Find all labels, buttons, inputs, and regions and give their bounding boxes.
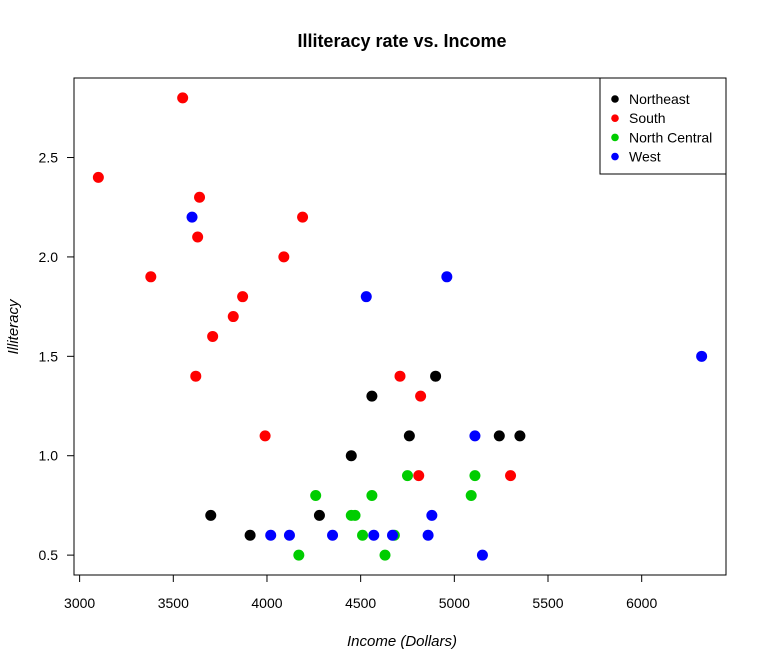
data-points	[92, 92, 708, 561]
point-northeast	[244, 529, 256, 541]
point-south	[92, 171, 104, 183]
point-west	[476, 549, 488, 561]
x-tick-label: 5000	[439, 595, 470, 611]
legend-label-south: South	[629, 110, 666, 126]
point-south	[297, 211, 309, 223]
point-northeast	[345, 450, 357, 462]
y-tick-label: 2.5	[39, 150, 59, 166]
y-tick-label: 1.0	[39, 448, 59, 464]
point-north-central	[357, 529, 369, 541]
legend: Northeast South North Central West	[599, 77, 727, 175]
point-west	[426, 509, 438, 521]
x-axis-title: Income (Dollars)	[347, 633, 457, 650]
y-tick-label: 2.0	[39, 249, 59, 265]
x-tick-label: 3500	[158, 595, 189, 611]
point-south	[505, 470, 517, 482]
x-tick-label: 5500	[532, 595, 563, 611]
point-south	[415, 390, 427, 402]
point-west	[441, 271, 453, 283]
point-north-central	[366, 489, 378, 501]
legend-label-west: West	[629, 149, 661, 165]
point-north-central	[310, 489, 322, 501]
x-tick-label: 6000	[626, 595, 657, 611]
point-west	[327, 529, 339, 541]
legend-label-northeast: Northeast	[629, 91, 690, 107]
legend-marker-west	[611, 152, 619, 161]
point-north-central	[465, 489, 477, 501]
x-axis: 3000 3500 4000 4500 5000 5500 6000	[64, 574, 657, 611]
point-north-central	[401, 470, 413, 482]
point-northeast	[313, 509, 325, 521]
x-tick-label: 4500	[345, 595, 376, 611]
point-north-central	[469, 470, 481, 482]
y-axis-title: Illiteracy	[5, 298, 22, 355]
legend-marker-north-central	[611, 133, 619, 142]
point-south	[194, 191, 206, 203]
point-west	[368, 529, 380, 541]
y-tick-label: 1.5	[39, 348, 59, 364]
point-north-central	[349, 509, 361, 521]
point-south	[259, 430, 271, 442]
point-west	[265, 529, 277, 541]
point-south	[145, 271, 157, 283]
point-northeast	[205, 509, 217, 521]
point-south	[394, 370, 406, 382]
point-northeast	[403, 430, 415, 442]
point-south	[227, 311, 239, 323]
point-north-central	[293, 549, 305, 561]
x-tick-label: 3000	[64, 595, 95, 611]
y-tick-label: 0.5	[39, 547, 59, 563]
legend-label-north-central: North Central	[629, 129, 712, 145]
point-northeast	[493, 430, 505, 442]
point-west	[186, 211, 198, 223]
chart-title: Illiteracy rate vs. Income	[297, 31, 506, 51]
point-west	[422, 529, 434, 541]
point-west	[387, 529, 399, 541]
point-south	[237, 291, 249, 303]
point-west	[360, 291, 372, 303]
legend-marker-south	[611, 114, 619, 122]
point-west	[469, 430, 481, 442]
legend-marker-northeast	[611, 95, 619, 103]
point-northeast	[430, 370, 442, 382]
x-tick-label: 4000	[251, 595, 282, 611]
point-south	[278, 251, 290, 263]
point-south	[190, 370, 202, 382]
y-axis: 0.5 1.0 1.5 2.0 2.5	[39, 150, 75, 563]
point-south	[192, 231, 204, 243]
point-south	[177, 92, 189, 104]
point-west	[696, 350, 708, 362]
legend-box	[599, 77, 727, 175]
point-south	[413, 470, 425, 482]
point-south	[207, 330, 219, 342]
point-northeast	[366, 390, 378, 402]
point-west	[283, 529, 295, 541]
point-north-central	[379, 549, 391, 561]
point-northeast	[514, 430, 526, 442]
